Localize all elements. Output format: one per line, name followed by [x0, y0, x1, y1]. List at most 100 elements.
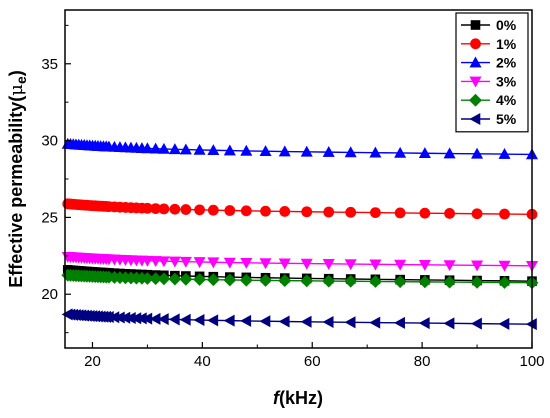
- legend-marker: [470, 20, 481, 30]
- data-point: [240, 205, 252, 217]
- y-tick-label: 30: [41, 133, 58, 150]
- series-5pct: [61, 308, 537, 331]
- x-tick-label: 20: [84, 353, 101, 370]
- data-point: [471, 147, 484, 159]
- data-point: [193, 314, 205, 327]
- data-point: [169, 203, 181, 215]
- data-point: [323, 206, 335, 218]
- x-axis-title-italic: f: [273, 388, 281, 408]
- data-point: [369, 259, 382, 271]
- data-point: [344, 146, 357, 158]
- data-point: [194, 204, 206, 216]
- data-point: [207, 204, 219, 216]
- data-point: [240, 257, 253, 269]
- data-point: [149, 272, 163, 286]
- data-point: [470, 275, 484, 289]
- data-point: [322, 274, 336, 288]
- data-point: [369, 146, 382, 158]
- y-tick-label: 25: [41, 209, 58, 226]
- data-point: [168, 313, 180, 326]
- data-point: [206, 273, 220, 287]
- data-point: [322, 316, 334, 329]
- data-point: [157, 313, 169, 326]
- x-tick-label: 60: [304, 353, 321, 370]
- data-point: [207, 257, 220, 269]
- data-point: [278, 274, 292, 288]
- series-4pct: [61, 268, 539, 290]
- data-point: [223, 273, 237, 287]
- legend-box: [455, 12, 529, 133]
- data-point: [344, 274, 358, 288]
- data-point: [369, 316, 381, 329]
- data-point: [419, 207, 431, 219]
- legend-entry: 0%: [461, 17, 517, 33]
- data-point: [394, 146, 407, 158]
- data-point: [471, 260, 484, 272]
- data-point: [418, 275, 432, 289]
- data-point: [418, 260, 431, 271]
- data-point: [345, 206, 357, 218]
- data-point: [157, 272, 171, 286]
- y-axis-title-main: Effective permeability(: [6, 96, 26, 288]
- data-point: [179, 143, 192, 155]
- data-point: [300, 145, 313, 157]
- data-point: [322, 259, 335, 270]
- data-point: [158, 203, 170, 215]
- data-point: [207, 314, 219, 327]
- y-tick-label: 20: [41, 286, 58, 303]
- data-point: [300, 274, 314, 288]
- data-point: [149, 142, 162, 154]
- data-point: [300, 258, 313, 270]
- data-point: [300, 315, 312, 328]
- data-point: [179, 313, 191, 326]
- data-point: [444, 208, 455, 219]
- data-point: [168, 272, 182, 286]
- data-point: [157, 256, 170, 268]
- data-point: [443, 317, 455, 330]
- data-point: [259, 273, 272, 287]
- data-point: [344, 316, 356, 329]
- legend-entry: 1%: [461, 36, 517, 52]
- legend-entry: 5%: [461, 111, 517, 127]
- data-point: [279, 206, 291, 217]
- legend-label: 0%: [496, 17, 517, 33]
- data-point: [393, 275, 407, 289]
- data-point: [149, 256, 162, 268]
- legend-marker: [469, 112, 481, 126]
- legend-entry: 2%: [461, 55, 517, 71]
- x-tick-label: 40: [194, 353, 211, 370]
- data-point: [499, 208, 510, 220]
- y-axis-title: Effective permeability(μe): [6, 70, 29, 288]
- data-point: [344, 259, 357, 271]
- axes-layer: 20 40 60 80 100 20 25 30 35: [41, 24, 545, 370]
- data-point: [394, 316, 405, 329]
- data-point: [418, 317, 430, 330]
- x-axis-title: f(kHz): [273, 388, 323, 408]
- legend-marker: [469, 76, 482, 88]
- data-point: [179, 272, 193, 286]
- data-point: [140, 271, 154, 285]
- data-point: [418, 147, 431, 159]
- data-point: [157, 142, 170, 154]
- data-point: [240, 314, 252, 327]
- data-point: [259, 315, 271, 328]
- data-point: [443, 275, 457, 289]
- data-point: [471, 208, 483, 220]
- x-tick-label: 100: [519, 353, 544, 370]
- series-3pct: [61, 251, 539, 272]
- data-point: [223, 257, 236, 269]
- data-point: [260, 205, 271, 217]
- series-1pct: [62, 198, 538, 220]
- data-point: [168, 143, 181, 155]
- data-point: [394, 259, 407, 271]
- legend-marker: [470, 38, 481, 50]
- legend-entry: 4%: [461, 92, 517, 108]
- data-point: [394, 207, 406, 219]
- data-point: [193, 257, 206, 269]
- legend-entry: 3%: [461, 73, 517, 89]
- legend-label: 5%: [496, 111, 517, 127]
- data-point: [498, 147, 511, 159]
- legend: 0% 1% 2% 3% 4% 5%: [455, 12, 529, 133]
